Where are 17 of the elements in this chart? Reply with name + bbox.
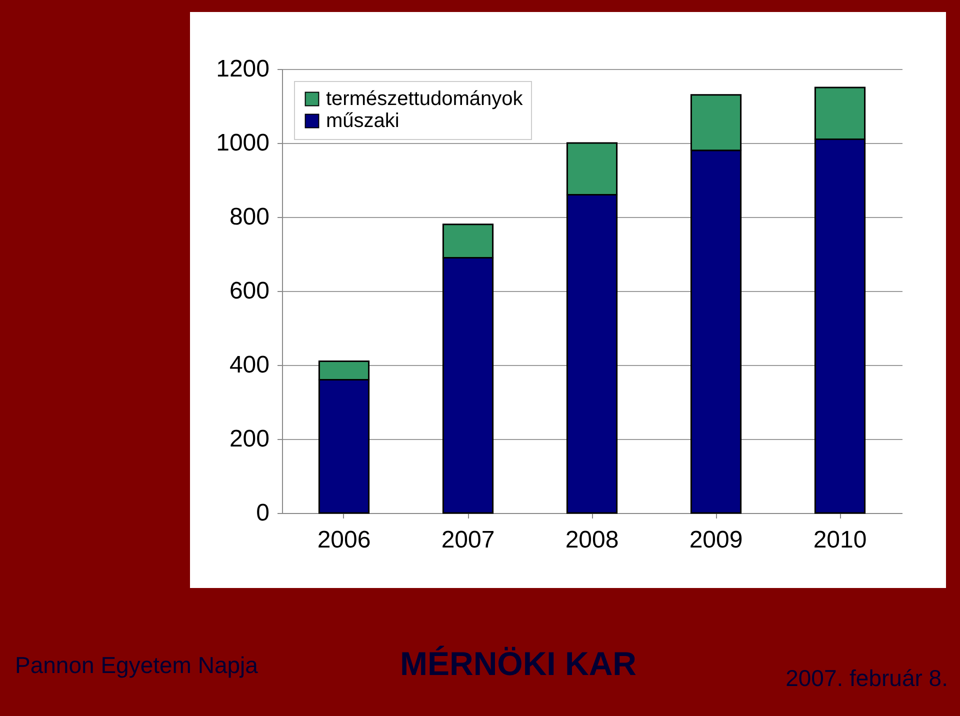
y-tick-label: 400 xyxy=(229,352,270,378)
x-tick-label: 2008 xyxy=(565,526,619,554)
legend-label: műszaki xyxy=(326,110,400,132)
y-tick-label: 200 xyxy=(229,426,270,452)
y-tick-label: 0 xyxy=(256,500,270,526)
x-tick-label: 2009 xyxy=(689,526,743,554)
text: MÉRNÖKI KAR xyxy=(400,645,636,683)
y-tick-label: 1200 xyxy=(216,56,270,82)
y-tick-label: 600 xyxy=(229,278,270,304)
x-tick-label: 2006 xyxy=(317,526,371,554)
y-tick-label: 1000 xyxy=(216,130,270,156)
y-tick-label: 800 xyxy=(229,204,270,230)
legend-label: természettudományok xyxy=(326,88,524,110)
x-tick-label: 2010 xyxy=(813,526,867,554)
text: Pannon Egyetem Napja xyxy=(15,652,258,679)
x-tick-label: 2007 xyxy=(441,526,495,554)
text: 2007. február 8. xyxy=(786,665,948,692)
